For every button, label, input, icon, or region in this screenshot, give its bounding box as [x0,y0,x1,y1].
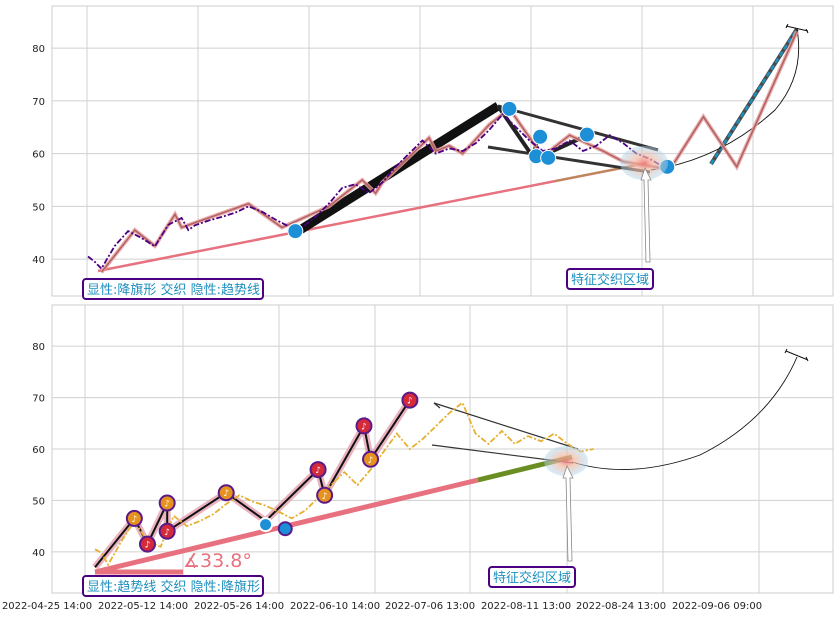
bottom-price-series [94,401,594,567]
x-tick-label: 2022-07-06 13:00 [385,601,475,612]
x-tick-label: 2022-05-12 14:00 [98,601,188,612]
bottom-marker-glyph: ♪ [361,422,367,432]
bottom-marker-glyph: ♪ [322,492,328,502]
top-point-marker [540,149,557,166]
bottom-left-annotation-text: 显性:趋势线 交织 隐性:降旗形 [87,579,260,595]
top-rise-line-inner [709,28,799,165]
bottom-grid [52,305,833,593]
bottom-left-box [82,575,264,597]
bottom-flag-upper [433,402,579,450]
bottom-blue-marker [277,521,293,537]
top-left-annotation: 显性:降旗形 交织 隐性:趋势线 [82,278,264,300]
y-tick-label: 40 [32,255,45,266]
bottom-zone-arrow [562,464,574,562]
top-point-marker [578,126,595,143]
bottom-marker-glyph: ♪ [407,397,413,407]
top-grid [52,6,833,296]
top-point-marker [287,223,304,240]
bottom-red-marker [158,494,176,512]
bottom-red-marker [138,535,156,553]
bottom-cross-zone-glow [544,446,588,476]
x-tick-label: 2022-08-24 13:00 [576,601,666,612]
x-tick-label: 2022-04-25 14:00 [2,601,92,612]
top-point-marker [532,128,549,145]
y-tick-label: 40 [32,548,45,559]
x-tick-label: 2022-09-06 09:00 [672,601,762,612]
tick-labels: 40 50 60 70 80 40 50 60 70 80 2022-04-25 14:00 2022… [2,44,762,612]
bottom-marker-glyph: ♪ [315,466,321,476]
y-tick-label: 60 [32,150,45,161]
bottom-red-marker [125,509,143,527]
y-tick-label: 80 [32,342,45,353]
y-tick-label: 70 [32,97,45,108]
x-tick-label: 2022-06-10 14:00 [290,601,380,612]
top-cross-zone [620,146,668,263]
top-curve [650,28,800,171]
bottom-marker-glyph: ♪ [145,541,151,551]
top-right-rise [650,23,809,171]
bottom-marker-glyph: ♪ [131,515,137,525]
bottom-red-marker [217,484,235,502]
top-price-series [87,112,664,271]
bottom-marker-glyph: ♪ [164,528,170,538]
bottom-red-marker [355,417,373,435]
x-tick-label: 2022-05-26 14:00 [194,601,284,612]
bottom-red-marker [158,522,176,540]
bottom-flag-arrow-head [433,402,441,409]
top-right-annotation: 特征交织区域 [566,268,654,290]
bottom-red-marker [309,461,327,479]
y-tick-label: 80 [32,44,45,55]
bottom-curve-group [571,348,809,470]
bottom-marker-glyph: ♪ [368,456,374,466]
top-curve-cap [785,23,809,34]
top-point-marker [501,100,518,117]
bottom-right-annotation-text: 特征交织区域 [493,570,571,586]
bottom-marker-glyph: ♪ [164,500,170,510]
y-tick-label: 50 [32,496,45,507]
bottom-right-box [488,566,576,588]
bottom-blue-marker [258,517,274,533]
bottom-markers-layer: ♪ ♪ ♪ ♪ ♪ ♪ ♪ ♪ ♪ ♪ [125,391,419,553]
bottom-curve [571,356,798,470]
bottom-cross-zone [544,446,588,562]
top-right-box [566,268,654,290]
y-tick-label: 60 [32,445,45,456]
top-right-annotation-text: 特征交织区域 [571,272,649,288]
bottom-curve-cap [784,348,809,362]
y-tick-label: 50 [32,202,45,213]
top-left-annotation-text: 显性:降旗形 交织 隐性:趋势线 [87,282,260,298]
x-tick-label: 2022-08-11 13:00 [481,601,571,612]
bottom-marker-glyph: ♪ [223,489,229,499]
y-tick-label: 70 [32,394,45,405]
bottom-red-marker [401,391,419,409]
top-flag-upper [497,104,659,152]
bottom-red-marker [362,450,380,468]
bottom-right-annotation: 特征交织区域 [488,566,576,588]
bottom-red-marker [316,486,334,504]
bottom-angle-label: ∡33.8° [183,550,252,572]
top-cross-zone-glow [620,146,668,180]
bottom-left-annotation: 显性:趋势线 交织 隐性:降旗形 [82,575,264,597]
top-left-box [82,278,264,300]
top-zone-arrow [640,166,652,263]
